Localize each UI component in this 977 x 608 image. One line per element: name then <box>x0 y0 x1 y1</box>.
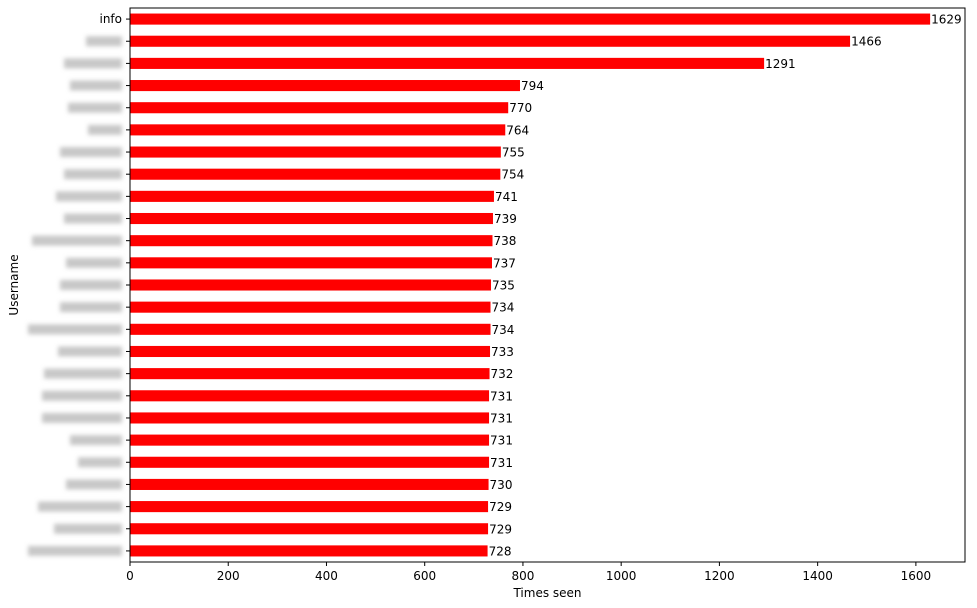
data-labels: 1629 1466 1291 794 770 764 755 754 741 739 738 737 7… <box>489 13 962 559</box>
bar <box>130 212 493 225</box>
redacted-username-label <box>78 457 122 468</box>
bar-value-label: 731 <box>490 411 513 425</box>
bar <box>130 279 492 291</box>
bar <box>130 345 491 358</box>
x-tick-label: 200 <box>217 569 240 583</box>
bar-value-label: 737 <box>493 256 516 270</box>
bar-value-label: 728 <box>489 544 512 558</box>
redacted-username-label <box>28 324 122 335</box>
redacted-username-label <box>42 390 122 401</box>
bar-value-label: 730 <box>490 478 513 492</box>
bar <box>130 478 489 490</box>
y-axis-label: Username <box>7 254 21 315</box>
bar-value-label: 734 <box>492 323 515 337</box>
bar-value-label: 764 <box>506 123 529 137</box>
bar <box>130 323 491 335</box>
x-tick-label: 1600 <box>901 569 932 583</box>
redacted-username-label <box>56 191 122 202</box>
bar-value-label: 794 <box>521 79 544 93</box>
x-axis-label: Times seen <box>512 586 581 600</box>
redacted-username-label <box>28 545 122 556</box>
redacted-username-label <box>70 80 122 91</box>
redacted-username-label <box>64 213 122 224</box>
bar-value-label: 733 <box>491 345 514 359</box>
redacted-username-label <box>60 302 122 313</box>
x-tick-label: 1400 <box>802 569 833 583</box>
bar <box>130 80 520 92</box>
redacted-username-label <box>60 280 122 290</box>
y-tick-label: info <box>99 12 122 26</box>
x-tick-label: 1200 <box>704 569 735 583</box>
plot-frame <box>129 7 966 563</box>
bar <box>130 412 490 424</box>
bar <box>130 301 491 313</box>
bar <box>130 102 509 114</box>
x-tick-label: 600 <box>413 569 436 583</box>
bar-value-label: 735 <box>492 279 515 293</box>
bar-value-label: 754 <box>501 168 524 182</box>
bar-value-label: 729 <box>489 522 512 536</box>
redacted-username-label <box>42 412 122 423</box>
redacted-username-label <box>38 501 122 512</box>
x-tick-label: 400 <box>315 569 338 583</box>
bar <box>130 390 490 402</box>
bar-value-label: 1291 <box>765 57 796 71</box>
bar-value-label: 739 <box>494 212 517 226</box>
bar <box>130 434 490 446</box>
redacted-username-label <box>70 435 122 446</box>
bar <box>130 235 493 247</box>
bar-value-label: 1629 <box>931 13 962 27</box>
y-tick-labels: info <box>28 12 130 556</box>
bar-value-label: 731 <box>490 456 513 470</box>
redacted-username-label <box>68 102 122 113</box>
bar <box>130 545 488 557</box>
bar-value-label: 731 <box>490 434 513 448</box>
redacted-username-label <box>86 36 122 47</box>
x-axis-ticks: 0 200 400 600 800 1000 1200 1400 1600 <box>126 562 931 583</box>
redacted-username-label <box>54 523 122 534</box>
x-tick-label: 0 <box>126 569 134 583</box>
bar <box>130 168 501 180</box>
bar <box>130 146 501 158</box>
redacted-username-label <box>66 479 122 490</box>
redacted-username-label <box>64 169 122 180</box>
bar-value-label: 770 <box>509 101 532 115</box>
bar-value-label: 741 <box>495 190 518 204</box>
bar <box>130 190 494 202</box>
bar-value-label: 1466 <box>851 35 882 49</box>
bar <box>130 57 765 69</box>
bar-value-label: 729 <box>489 500 512 514</box>
bar <box>130 523 489 535</box>
redacted-username-label <box>58 346 122 357</box>
bar <box>130 35 851 47</box>
bar <box>130 501 489 513</box>
bar <box>130 257 492 269</box>
redacted-username-label <box>88 124 122 135</box>
bars-group <box>130 13 931 557</box>
bar-value-label: 731 <box>490 389 513 403</box>
bar-value-label: 734 <box>492 301 515 315</box>
redacted-username-label <box>66 257 122 268</box>
bar-value-label: 738 <box>493 234 516 248</box>
redacted-username-label <box>32 235 122 246</box>
redacted-username-label <box>64 58 122 69</box>
x-tick-label: 1000 <box>606 569 637 583</box>
bar-value-label: 732 <box>491 367 514 381</box>
x-tick-label: 800 <box>511 569 534 583</box>
bar <box>130 124 506 136</box>
bar-value-label: 755 <box>502 146 525 160</box>
bar <box>130 456 490 468</box>
redacted-username-label <box>44 368 122 379</box>
bar <box>130 13 931 25</box>
bar <box>130 368 490 380</box>
redacted-username-label <box>60 147 122 158</box>
